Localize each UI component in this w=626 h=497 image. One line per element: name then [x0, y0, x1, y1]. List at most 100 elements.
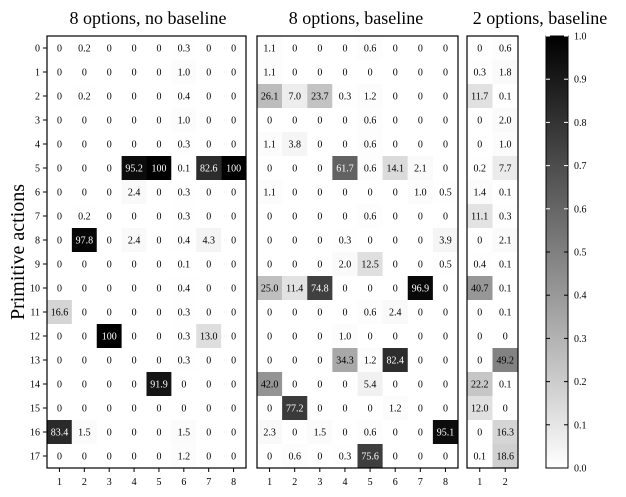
heatmap-cell	[332, 252, 358, 276]
cell-value: 0	[156, 260, 161, 271]
cell-value: 0	[206, 380, 211, 391]
cell-value: 0	[82, 188, 87, 199]
cell-value: 0	[156, 452, 161, 463]
cell-value: 0	[82, 308, 87, 319]
cell-value: 0	[107, 452, 112, 463]
cell-value: 0	[156, 332, 161, 343]
cell-value: 0	[477, 332, 482, 343]
cell-value: 0	[206, 308, 211, 319]
cell-value: 0	[443, 332, 448, 343]
cell-value: 14.1	[386, 164, 404, 175]
cell-value: 0	[267, 212, 272, 223]
cell-value: 0	[156, 428, 161, 439]
heatmap-cell	[171, 420, 197, 444]
row-label: 10	[30, 284, 40, 295]
heatmap-cell	[467, 396, 493, 420]
row-label: 9	[35, 260, 40, 271]
cell-value: 0	[418, 308, 423, 319]
cell-value: 0	[156, 236, 161, 247]
heatmap-cell	[146, 156, 172, 180]
heatmap-cell	[357, 156, 383, 180]
cell-value: 0	[132, 212, 137, 223]
x-tick-label: 2	[503, 477, 508, 488]
heatmap-cell	[382, 300, 408, 324]
row-label: 4	[35, 140, 40, 151]
row-label: 11	[30, 308, 40, 319]
cell-value: 0	[231, 68, 236, 79]
cell-value: 0.1	[499, 92, 512, 103]
cell-value: 1.2	[178, 452, 191, 463]
cell-value: 0.5	[439, 188, 452, 199]
cell-value: 0	[443, 452, 448, 463]
cell-value: 0	[231, 260, 236, 271]
cell-value: 0	[57, 356, 62, 367]
heatmap-cell	[47, 420, 72, 444]
cell-value: 0	[267, 236, 272, 247]
heatmap-cell	[467, 372, 493, 396]
colorbar-tick-label: 0.8	[574, 118, 587, 129]
x-tick-label: 4	[132, 477, 137, 488]
heatmap-cell	[171, 300, 197, 324]
heatmap-cell	[332, 348, 358, 372]
row-label: 7	[35, 212, 40, 223]
heatmap-cell	[492, 180, 518, 204]
row-label: 5	[35, 164, 40, 175]
cell-value: 4.3	[202, 236, 215, 247]
heatmap-cell	[171, 444, 197, 468]
cell-value: 0	[107, 116, 112, 127]
heatmap-cell	[492, 204, 518, 228]
heatmap-cell	[171, 132, 197, 156]
cell-value: 0	[342, 188, 347, 199]
heatmap-cell	[492, 444, 518, 468]
heatmap-cell	[467, 444, 493, 468]
heatmap-cell	[282, 276, 308, 300]
cell-value: 0	[267, 452, 272, 463]
cell-value: 0	[317, 116, 322, 127]
cell-value: 1.0	[178, 116, 191, 127]
heatmap-cell	[492, 84, 518, 108]
cell-value: 0	[368, 188, 373, 199]
cell-value: 0	[132, 428, 137, 439]
cell-value: 0	[206, 404, 211, 415]
heatmap-cell	[257, 276, 283, 300]
cell-value: 0	[292, 260, 297, 271]
cell-value: 0	[82, 404, 87, 415]
heatmap-cell	[47, 300, 72, 324]
cell-value: 1.0	[414, 188, 427, 199]
cell-value: 0.6	[364, 164, 377, 175]
heatmap-cell	[282, 444, 308, 468]
cell-value: 74.8	[311, 284, 329, 295]
cell-value: 16.6	[51, 308, 69, 319]
cell-value: 0	[393, 92, 398, 103]
x-tick-label: 8	[231, 477, 236, 488]
heatmap-cell	[357, 348, 383, 372]
cell-value: 0	[503, 404, 508, 415]
heatmap-cell	[171, 348, 197, 372]
cell-value: 1.4	[474, 188, 487, 199]
cell-value: 0.6	[364, 212, 377, 223]
cell-value: 0	[181, 380, 186, 391]
cell-value: 0	[107, 68, 112, 79]
heatmap-cell	[257, 132, 283, 156]
cell-value: 0	[231, 44, 236, 55]
cell-value: 0	[107, 308, 112, 319]
row-label: 8	[35, 236, 40, 247]
cell-value: 0	[443, 284, 448, 295]
cell-value: 0	[443, 140, 448, 151]
cell-value: 0	[231, 452, 236, 463]
heatmap-cell	[492, 300, 518, 324]
cell-value: 0	[393, 332, 398, 343]
cell-value: 0	[57, 236, 62, 247]
cell-value: 0.4	[178, 236, 191, 247]
panel-2: 8 options, baseline 1.1 0 0 0 0.6 0 0 0 1.1 0 0 0 0 0 0…	[256, 8, 459, 488]
cell-value: 0.6	[364, 44, 377, 55]
row-label: 6	[35, 188, 40, 199]
cell-value: 0	[156, 116, 161, 127]
colorbar-tick-label: 0.5	[574, 248, 587, 259]
heatmap-cell	[257, 372, 283, 396]
heatmap-cell	[307, 276, 333, 300]
heatmap-cell	[357, 300, 383, 324]
cell-value: 0	[156, 284, 161, 295]
heatmap-cell	[467, 276, 493, 300]
